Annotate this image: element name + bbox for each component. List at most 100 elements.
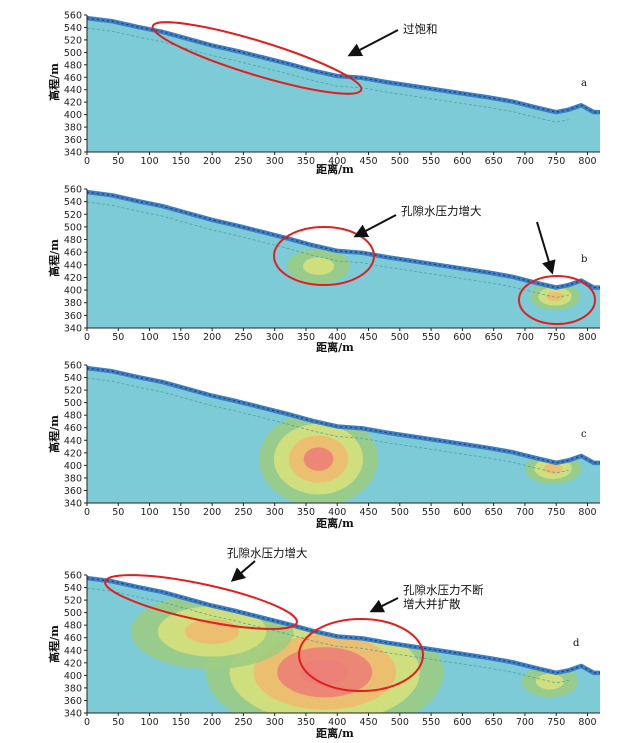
- x-tick-label: 650: [485, 332, 503, 343]
- y-tick-label: 540: [64, 197, 82, 208]
- annotation-arrow: [369, 597, 399, 613]
- y-tick-label: 540: [64, 373, 82, 384]
- y-tick-label: 500: [64, 608, 82, 619]
- y-tick-label: 520: [64, 210, 82, 221]
- panel-a: 0 50 100 150 200 250 300 350 400 450 500 550 600 650 7…: [47, 11, 600, 176]
- x-axis-label: 距离/m: [316, 162, 354, 176]
- x-tick-label: 100: [140, 332, 158, 343]
- x-tick-label: 350: [297, 156, 315, 167]
- slope-body: [87, 18, 600, 153]
- bedding-line: [86, 27, 569, 123]
- surface-cracks: [86, 367, 600, 464]
- y-axis-label: 高程/m: [47, 63, 61, 101]
- annotation-arrow: [353, 214, 397, 238]
- x-tick-label: 400: [328, 332, 346, 343]
- y-axis-label: 高程/m: [47, 239, 61, 277]
- x-tick-label: 800: [578, 332, 596, 343]
- pressure-contour: [535, 673, 565, 690]
- x-tick-label: 750: [547, 717, 565, 728]
- x-tick-label: 600: [453, 507, 471, 518]
- y-tick-label: 560: [64, 361, 82, 372]
- x-tick-label: 700: [516, 332, 534, 343]
- y-tick-label: 540: [64, 23, 82, 34]
- panel-letter: b: [581, 254, 587, 265]
- x-tick-label: 50: [112, 717, 124, 728]
- y-tick-label: 420: [64, 658, 82, 669]
- y-tick-label: 400: [64, 286, 82, 297]
- x-tick-label: 700: [516, 507, 534, 518]
- x-tick-label: 0: [84, 507, 90, 518]
- x-tick-label: 500: [391, 156, 409, 167]
- y-tick-label: 340: [64, 499, 82, 510]
- x-tick-label: 750: [547, 156, 565, 167]
- annotation-label: 孔隙水压力增大: [227, 546, 308, 560]
- panel-b: 0 50 100 150 200 250 300 350 400 450 500 550 600 650 7…: [47, 185, 600, 354]
- y-tick-label: 400: [64, 461, 82, 472]
- panel-letter: d: [573, 638, 580, 649]
- y-tick-label: 420: [64, 273, 82, 284]
- x-tick-label: 300: [266, 507, 284, 518]
- panel-letter: a: [581, 78, 587, 89]
- x-tick-label: 450: [359, 507, 377, 518]
- x-axis-label: 距离/m: [316, 516, 354, 530]
- x-tick-label: 0: [84, 156, 90, 167]
- x-tick-label: 400: [328, 717, 346, 728]
- y-tick-label: 380: [64, 473, 82, 484]
- pressure-zones: [287, 248, 580, 311]
- x-tick-label: 650: [485, 156, 503, 167]
- x-tick-label: 800: [578, 156, 596, 167]
- x-tick-label: 250: [234, 507, 252, 518]
- y-tick-label: 460: [64, 73, 82, 84]
- bedding-line: [86, 377, 569, 474]
- pressure-zones: [130, 593, 579, 713]
- x-tick-label: 50: [112, 332, 124, 343]
- x-tick-label: 700: [516, 717, 534, 728]
- x-tick-label: 200: [203, 717, 221, 728]
- y-tick-label: 440: [64, 436, 82, 447]
- x-tick-label: 100: [140, 156, 158, 167]
- x-tick-label: 650: [485, 717, 503, 728]
- x-tick-label: 600: [453, 717, 471, 728]
- y-axis-label: 高程/m: [47, 415, 61, 453]
- plot-area: [86, 189, 600, 328]
- plot-area: [86, 575, 600, 713]
- x-tick-label: 650: [485, 507, 503, 518]
- x-tick-label: 50: [112, 507, 124, 518]
- plot-area: [86, 365, 600, 503]
- highlight-ellipse: [518, 275, 596, 325]
- y-tick-label: 460: [64, 633, 82, 644]
- y-tick-label: 360: [64, 696, 82, 707]
- x-tick-label: 200: [203, 156, 221, 167]
- y-tick-label: 400: [64, 110, 82, 121]
- x-tick-label: 200: [203, 332, 221, 343]
- y-tick-label: 500: [64, 222, 82, 233]
- y-tick-label: 380: [64, 123, 82, 134]
- y-tick-label: 340: [64, 148, 82, 159]
- y-tick-label: 340: [64, 709, 82, 720]
- y-tick-label: 480: [64, 621, 82, 632]
- x-tick-label: 750: [547, 332, 565, 343]
- y-tick-label: 480: [64, 411, 82, 422]
- y-tick-label: 560: [64, 185, 82, 196]
- plot-area: [86, 15, 600, 153]
- x-axis-label: 距离/m: [316, 726, 354, 740]
- y-tick-label: 440: [64, 646, 82, 657]
- x-tick-label: 450: [359, 717, 377, 728]
- annotation-label: 增大并扩散: [403, 597, 461, 611]
- x-tick-label: 300: [266, 332, 284, 343]
- x-tick-label: 550: [422, 332, 440, 343]
- bedding-line: [86, 587, 569, 684]
- highlight-ellipse: [273, 226, 375, 286]
- y-tick-label: 380: [64, 298, 82, 309]
- x-tick-label: 50: [112, 156, 124, 167]
- y-tick-label: 480: [64, 60, 82, 71]
- x-tick-label: 700: [516, 156, 534, 167]
- x-tick-label: 550: [422, 507, 440, 518]
- x-tick-label: 150: [172, 717, 190, 728]
- x-tick-label: 500: [391, 507, 409, 518]
- y-tick-label: 540: [64, 583, 82, 594]
- y-tick-label: 480: [64, 235, 82, 246]
- x-tick-label: 150: [172, 507, 190, 518]
- x-tick-label: 450: [359, 156, 377, 167]
